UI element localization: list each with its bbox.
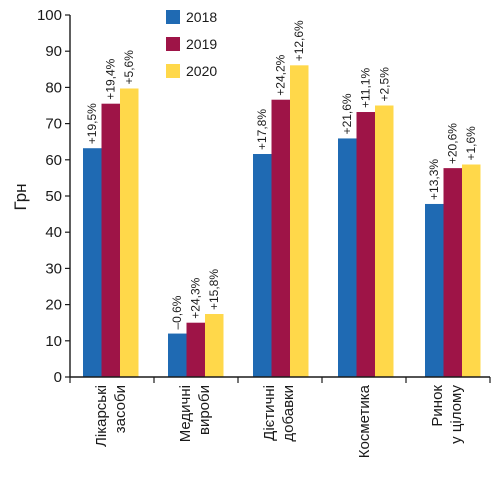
- bars: [83, 65, 481, 378]
- data-label-2019-0: +19,4%: [104, 58, 118, 99]
- legend-label-2019: 2019: [186, 36, 217, 52]
- y-tick-label: 40: [45, 224, 62, 241]
- y-tick-label: 20: [45, 297, 62, 314]
- bar-2019-2: [271, 99, 290, 377]
- y-tick-label: 70: [45, 116, 62, 133]
- bar-2019-3: [356, 112, 375, 378]
- y-tick-label: 60: [45, 152, 62, 169]
- y-tick-label: 80: [45, 79, 62, 96]
- bar-2018-0: [83, 148, 102, 377]
- y-tick-label: 100: [37, 7, 62, 24]
- bar-2019-4: [443, 168, 462, 377]
- legend: 2018 2019 2020: [166, 9, 217, 79]
- data-label-2020-1: +15,8%: [207, 269, 221, 310]
- data-label-2019-2: +24,2%: [274, 54, 288, 95]
- category-label-4-0: Ринок: [429, 385, 446, 427]
- y-tick-label: 0: [54, 369, 62, 386]
- category-label-3-0: Косметика: [356, 384, 373, 458]
- bar-2018-2: [253, 154, 272, 377]
- y-tick-label: 50: [45, 188, 62, 205]
- data-label-2020-0: +5,6%: [122, 50, 136, 85]
- y-tick-label: 10: [45, 333, 62, 350]
- bar-2018-3: [338, 138, 357, 377]
- category-label-2-0: Дієтичні: [261, 385, 278, 441]
- data-label-2018-1: –0,6%: [170, 295, 184, 329]
- y-tick-label: 90: [45, 43, 62, 60]
- y-axis-title: Грн: [11, 183, 30, 210]
- bar-2018-4: [425, 203, 444, 377]
- legend-swatch-2019: [166, 37, 180, 51]
- category-label-4-1: у цілому: [448, 385, 465, 444]
- category-label-2-1: добавки: [280, 385, 297, 442]
- bar-2020-3: [375, 105, 394, 377]
- legend-swatch-2018: [166, 10, 180, 24]
- data-label-2018-0: +19,5%: [85, 103, 99, 144]
- legend-label-2020: 2020: [186, 63, 217, 79]
- category-labels: Лікарські засоби Медичні вироби Дієтичні доба…: [93, 384, 465, 458]
- data-label-2019-1: +24,3%: [189, 277, 203, 318]
- data-label-2020-3: +2,5%: [377, 67, 391, 102]
- bar-2020-2: [290, 65, 309, 378]
- data-label-2019-3: +11,1%: [359, 68, 373, 108]
- axes: [69, 15, 491, 383]
- legend-label-2018: 2018: [186, 9, 217, 25]
- bar-2020-0: [120, 88, 139, 378]
- data-label-2019-4: +20,6%: [446, 123, 460, 164]
- bar-2019-0: [101, 103, 120, 377]
- data-label-2018-3: +21,6%: [340, 93, 354, 134]
- data-labels: +19,5% –0,6% +17,8% +21,6% +13,3% +19,4% +24,3…: [85, 20, 478, 330]
- bar-2020-4: [462, 164, 481, 377]
- bar-2018-1: [168, 333, 187, 377]
- legend-swatch-2020: [166, 64, 180, 78]
- data-label-2018-4: +13,3%: [427, 159, 441, 200]
- category-label-0-1: засоби: [112, 385, 129, 433]
- data-label-2020-2: +12,6%: [292, 20, 306, 61]
- category-label-1-0: Медичні: [177, 385, 194, 442]
- y-tick-label: 30: [45, 260, 62, 277]
- bar-2019-1: [186, 322, 205, 377]
- category-label-1-1: вироби: [196, 385, 213, 435]
- category-label-0-0: Лікарські: [93, 385, 110, 447]
- y-axis-ticks: 0 10 20 30 40 50 60 70 80 90 100: [37, 7, 70, 386]
- data-label-2018-2: +17,8%: [255, 109, 269, 150]
- bar-2020-1: [205, 314, 224, 377]
- data-label-2020-4: +1,6%: [464, 126, 478, 161]
